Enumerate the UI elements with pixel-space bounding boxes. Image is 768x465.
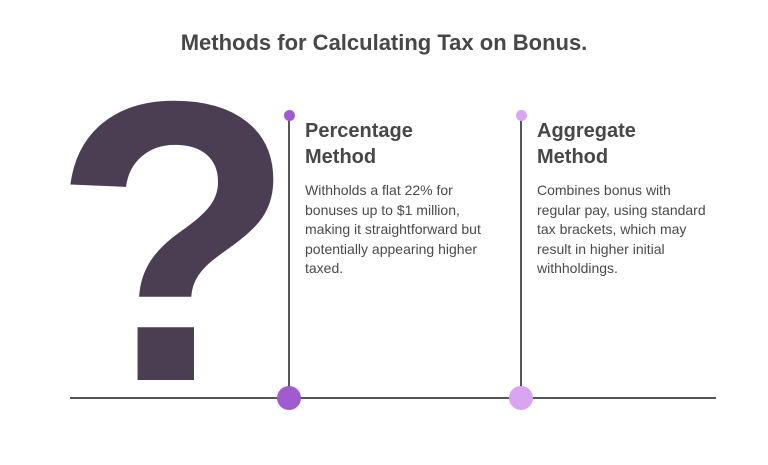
aggregate-method-marker <box>509 386 533 410</box>
percentage-method-top-dot <box>284 110 295 121</box>
percentage-method-description: Withholds a flat 22% for bonuses up to $… <box>305 182 481 276</box>
timeline-axis <box>70 397 716 399</box>
aggregate-method-line <box>520 116 522 398</box>
percentage-method-heading: Percentage Method <box>305 120 413 168</box>
question-mark-icon: ? <box>52 18 297 465</box>
percentage-method-marker <box>277 386 301 410</box>
percentage-method-line <box>288 116 290 398</box>
aggregate-method-description: Combines bonus with regular pay, using s… <box>537 182 706 276</box>
aggregate-method-top-dot <box>516 110 527 121</box>
diagram-title: Methods for Calculating Tax on Bonus. <box>180 30 588 55</box>
aggregate-method-heading: Aggregate Method <box>537 120 636 168</box>
